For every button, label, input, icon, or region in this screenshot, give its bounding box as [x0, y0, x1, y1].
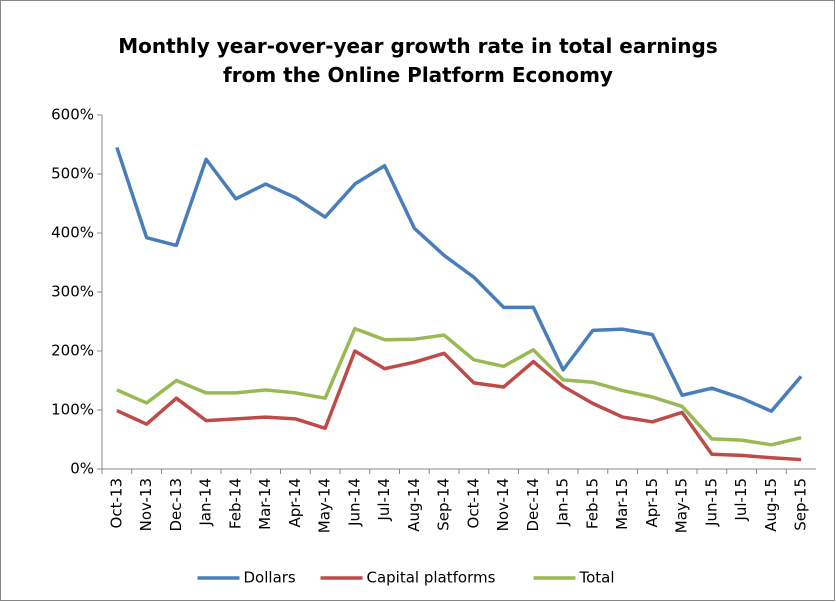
x-tick-label: Mar-14 — [256, 478, 274, 530]
line-series — [116, 326, 802, 447]
legend-label: Total — [579, 569, 615, 587]
y-tick-label: 200% — [51, 342, 94, 360]
legend-label: Capital platforms — [367, 569, 496, 587]
x-tick-label: Jun-14 — [345, 478, 363, 527]
line-series — [116, 349, 802, 462]
x-tick-label: Apr-15 — [643, 478, 661, 528]
x-tick-label: Aug-15 — [762, 478, 780, 532]
y-tick-label: 0% — [70, 460, 94, 478]
legend-label: Dollars — [244, 569, 296, 587]
x-tick-label: Jul-14 — [375, 478, 393, 522]
chart-title: Monthly year-over-year growth rate in to… — [118, 34, 718, 87]
x-tick-label: May-15 — [673, 478, 691, 533]
x-tick-label: Jul-15 — [732, 478, 750, 522]
x-tick-label: Feb-15 — [583, 478, 601, 529]
x-tick-label: Dec-14 — [524, 478, 542, 532]
x-tick-label: Sep-15 — [792, 478, 810, 531]
x-tick-label: Oct-14 — [464, 478, 482, 528]
y-tick-label: 300% — [51, 283, 94, 301]
x-tick-label: Aug-14 — [405, 478, 423, 532]
x-tick-label: Jun-15 — [702, 478, 720, 527]
y-tick-label: 400% — [51, 224, 94, 242]
x-tick-label: Sep-14 — [435, 478, 453, 531]
x-tick-label: Jan-14 — [197, 478, 215, 527]
x-tick-label: Oct-13 — [107, 478, 125, 528]
line-series — [115, 146, 803, 413]
x-tick-label: Mar-15 — [613, 478, 631, 530]
x-tick-label: Feb-14 — [226, 478, 244, 529]
x-tick-label: May-14 — [316, 478, 334, 533]
y-tick-label: 100% — [51, 401, 94, 419]
x-tick-label: Nov-13 — [137, 478, 155, 531]
x-tick-label: Apr-14 — [286, 478, 304, 528]
x-tick-label: Dec-13 — [167, 478, 185, 532]
y-tick-label: 600% — [51, 106, 94, 124]
x-tick-label: Nov-14 — [494, 478, 512, 531]
y-tick-label: 500% — [51, 165, 94, 183]
x-tick-label: Jan-15 — [554, 478, 572, 527]
